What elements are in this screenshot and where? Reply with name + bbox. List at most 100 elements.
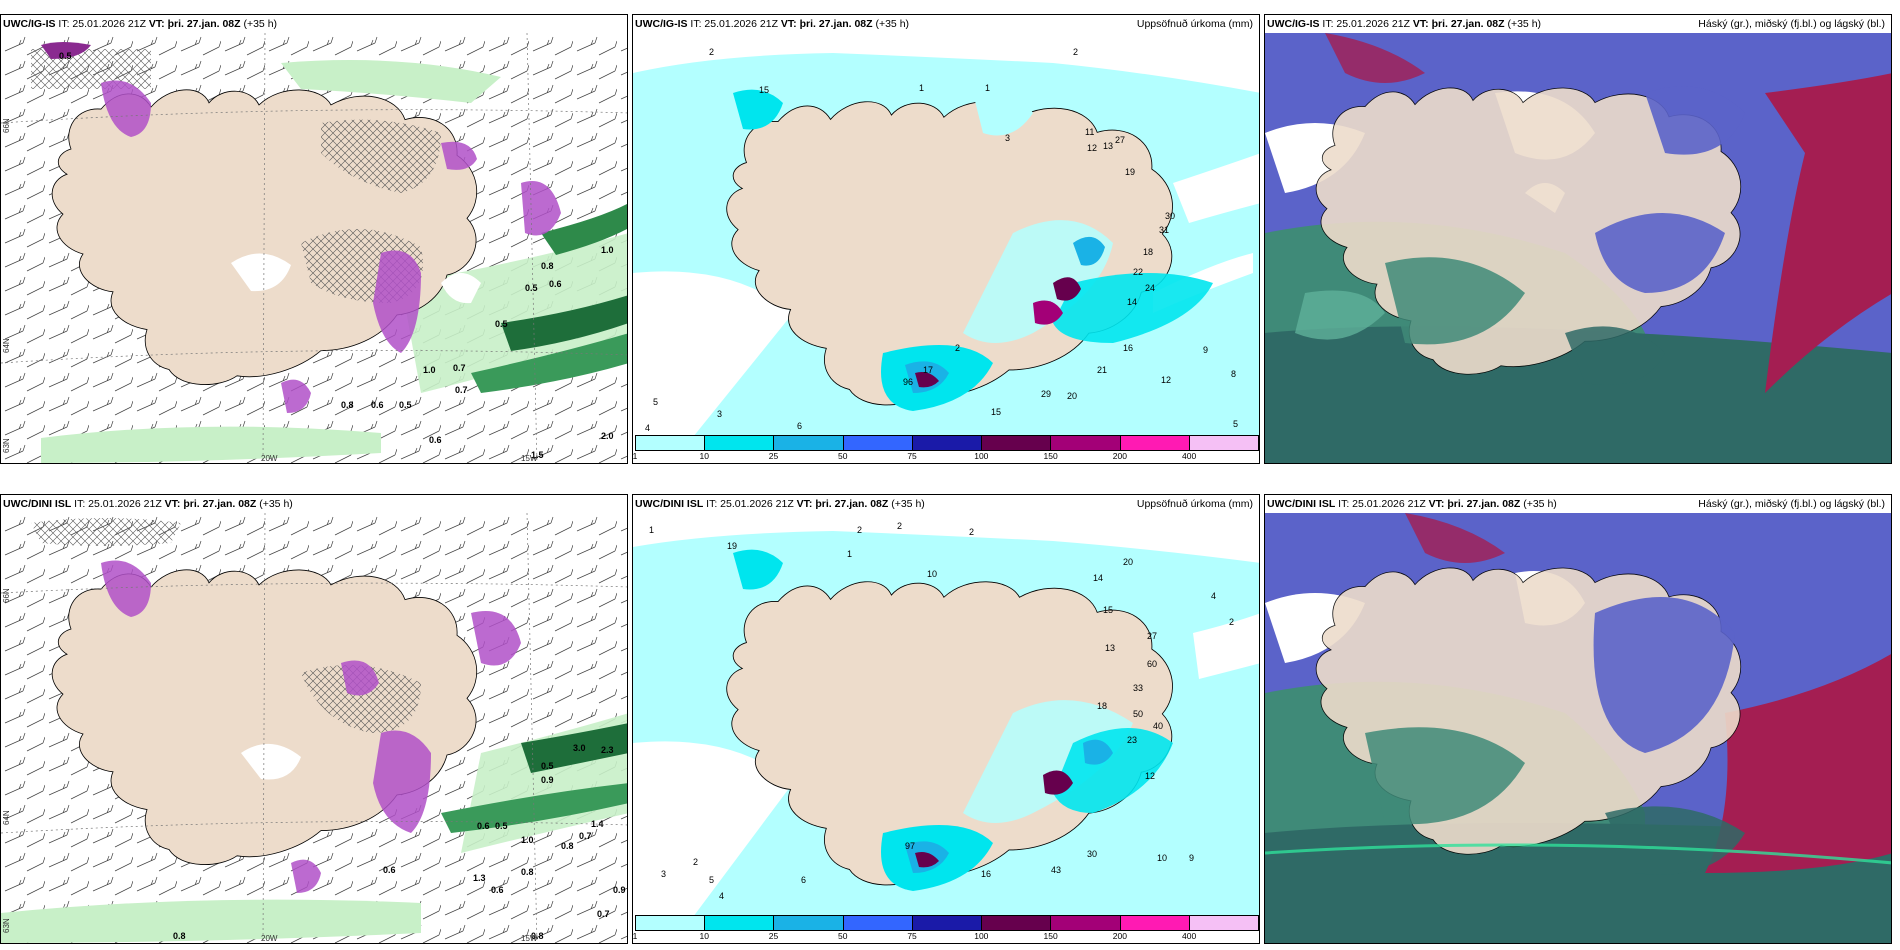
- field-label: Uppsöfnuð úrkoma (mm): [1136, 498, 1253, 510]
- colorbar-tick: 75: [907, 451, 917, 461]
- colorbar-swatch: [774, 436, 844, 450]
- svg-text:5: 5: [1233, 419, 1238, 429]
- svg-text:2.3: 2.3: [601, 745, 614, 755]
- colorbar-tick: 400: [1182, 451, 1197, 461]
- svg-text:29: 29: [1041, 389, 1051, 399]
- svg-text:0.5: 0.5: [495, 821, 508, 831]
- colorbar-tick: 75: [907, 931, 917, 941]
- svg-text:0.8: 0.8: [561, 841, 574, 851]
- colorbar-swatch: [912, 916, 983, 930]
- panel-bottom-mid: UWC/DINI ISL IT: 25.01.2026 21Z VT: þri.…: [632, 494, 1260, 944]
- svg-text:1.3: 1.3: [473, 873, 486, 883]
- svg-text:40: 40: [1153, 721, 1163, 731]
- svg-text:10: 10: [1157, 853, 1167, 863]
- svg-text:14: 14: [1127, 297, 1137, 307]
- colorbar-tick: 1: [632, 931, 638, 941]
- svg-text:27: 27: [1147, 631, 1157, 641]
- colorbar-swatch: [1120, 916, 1190, 930]
- svg-text:0.6: 0.6: [383, 865, 396, 875]
- svg-text:3: 3: [1005, 133, 1010, 143]
- svg-text:3: 3: [661, 869, 666, 879]
- svg-text:0.8: 0.8: [521, 867, 534, 877]
- colorbar: 1 10 25 50 75 100 150 200 400: [632, 915, 1259, 941]
- colorbar-tick: 1: [632, 451, 638, 461]
- svg-text:0.7: 0.7: [597, 909, 610, 919]
- colorbar-swatch: [1120, 436, 1190, 450]
- svg-text:30: 30: [1165, 211, 1175, 221]
- svg-text:2: 2: [857, 525, 862, 535]
- panel-bottom-left: UWC/DINI ISL IT: 25.01.2026 21Z VT: þri.…: [0, 494, 628, 944]
- svg-text:96: 96: [903, 377, 913, 387]
- svg-text:0.7: 0.7: [455, 385, 468, 395]
- svg-text:20W: 20W: [261, 934, 278, 943]
- svg-text:6: 6: [801, 875, 806, 885]
- colorbar-tick: 400: [1182, 931, 1197, 941]
- svg-text:19: 19: [1125, 167, 1135, 177]
- svg-text:1: 1: [919, 83, 924, 93]
- svg-text:2.0: 2.0: [601, 431, 614, 441]
- colorbar-tick: 200: [1112, 451, 1127, 461]
- svg-text:8: 8: [1231, 369, 1236, 379]
- panel-title: UWC/DINI ISL IT: 25.01.2026 21Z VT: þri.…: [1267, 498, 1557, 510]
- svg-text:2: 2: [969, 527, 974, 537]
- colorbar-swatch: [1189, 916, 1258, 930]
- colorbar-tick: 50: [838, 451, 848, 461]
- svg-text:18: 18: [1143, 247, 1153, 257]
- svg-text:2: 2: [693, 857, 698, 867]
- svg-text:64N: 64N: [2, 338, 11, 353]
- svg-text:23: 23: [1127, 735, 1137, 745]
- svg-text:19: 19: [727, 541, 737, 551]
- svg-text:15: 15: [759, 85, 769, 95]
- field-label: Uppsöfnuð úrkoma (mm): [1136, 18, 1253, 30]
- svg-text:0.5: 0.5: [541, 761, 554, 771]
- svg-text:12: 12: [1087, 143, 1097, 153]
- svg-text:21: 21: [1097, 365, 1107, 375]
- panel-title: UWC/IG-IS IT: 25.01.2026 21Z VT: þri. 27…: [3, 18, 278, 30]
- svg-text:10: 10: [927, 569, 937, 579]
- svg-text:15W: 15W: [521, 934, 538, 943]
- colorbar-tick: 25: [768, 451, 779, 461]
- svg-text:97: 97: [905, 841, 915, 851]
- svg-text:13: 13: [1105, 643, 1115, 653]
- svg-text:17: 17: [923, 365, 933, 375]
- wind-cloud-map: 0.5 0.9 1.0 0.6 0.5 0.8 0.7 1.4 0.6 0.8 …: [1, 513, 627, 943]
- svg-text:1.0: 1.0: [423, 365, 436, 375]
- svg-text:0.7: 0.7: [453, 363, 466, 373]
- colorbar-swatch: [705, 916, 775, 930]
- svg-text:0.8: 0.8: [173, 931, 186, 941]
- svg-text:12: 12: [1145, 771, 1155, 781]
- wind-cloud-map: 0.5 1.0 0.5 0.7 0.6 0.8 0.6 0.5 0.7 0.5 …: [1, 33, 627, 463]
- svg-text:31: 31: [1159, 225, 1169, 235]
- svg-text:2: 2: [897, 521, 902, 531]
- svg-text:15W: 15W: [521, 454, 538, 463]
- svg-text:2: 2: [1073, 47, 1078, 57]
- colorbar-swatch: [912, 436, 983, 450]
- colorbar-tick: 50: [838, 931, 848, 941]
- colorbar-tick: 100: [974, 451, 989, 461]
- svg-text:2: 2: [955, 343, 960, 353]
- svg-text:20: 20: [1123, 557, 1133, 567]
- colorbar-swatch: [705, 436, 775, 450]
- svg-text:6: 6: [797, 421, 802, 431]
- colorbar-tick: 100: [974, 931, 989, 941]
- colorbar-tick: 10: [699, 931, 709, 941]
- svg-text:0.9: 0.9: [541, 775, 554, 785]
- svg-text:60: 60: [1147, 659, 1157, 669]
- svg-text:0.6: 0.6: [477, 821, 490, 831]
- svg-text:0.7: 0.7: [579, 831, 592, 841]
- svg-text:3.0: 3.0: [573, 743, 586, 753]
- colorbar: 1 10 25 50 75 100 150 200 400: [632, 435, 1259, 461]
- svg-text:0.8: 0.8: [531, 931, 544, 941]
- colorbar-swatch: [1189, 436, 1258, 450]
- colorbar-swatch: [843, 916, 913, 930]
- cloud-map: [1265, 33, 1891, 463]
- svg-text:24: 24: [1145, 283, 1155, 293]
- svg-text:16: 16: [981, 869, 991, 879]
- svg-text:2: 2: [709, 47, 714, 57]
- svg-text:1.0: 1.0: [601, 245, 614, 255]
- svg-text:43: 43: [1051, 865, 1061, 875]
- svg-text:63N: 63N: [2, 918, 11, 933]
- svg-text:22: 22: [1133, 267, 1143, 277]
- precip-map: 1 2 2 19 2 1 10 14 20 13 27 60 33 15 4 2…: [633, 513, 1259, 917]
- svg-text:12: 12: [1161, 375, 1171, 385]
